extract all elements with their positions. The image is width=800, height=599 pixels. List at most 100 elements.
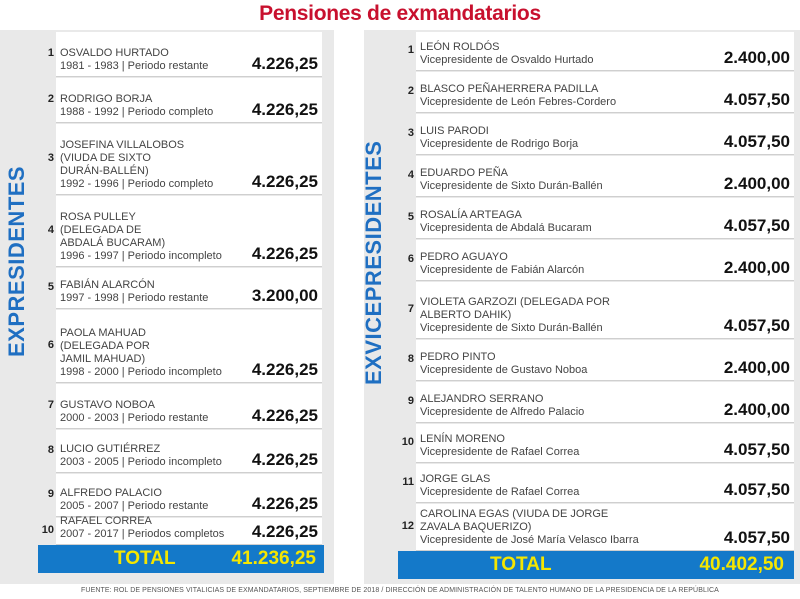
item-name: LUCIO GUTIÉRREZ	[60, 443, 161, 455]
list-item: 1 OSVALDO HURTADO 1981 - 1983 | Periodo re…	[0, 32, 334, 77]
list-item: 8 PEDRO PINTO Vicepresidente de Gustavo No…	[364, 340, 800, 381]
item-number: 3	[407, 127, 414, 139]
item-name: LENÍN MORENO	[420, 433, 505, 445]
item-detail: Vicepresidente de Sixto Durán-Ballén	[420, 322, 603, 334]
list-item: 10 LENÍN MORENO Vicepresidente de Rafael C…	[364, 424, 800, 463]
item-box: ALFREDO PALACIO 2005 - 2007 | Periodo res…	[56, 474, 322, 517]
list-item: 1 LEÓN ROLDÓS Vicepresidente de Osvaldo Hu…	[364, 32, 800, 71]
item-text: ALEJANDRO SERRANO Vicepresidente de Alfre…	[420, 393, 584, 419]
item-text: RAFAEL CORREA 2007 - 2017 | Periodos comp…	[60, 515, 224, 541]
item-box: JORGE GLAS Vicepresidente de Rafael Corre…	[416, 464, 794, 503]
item-number: 6	[47, 339, 54, 351]
item-detail: 2007 - 2017 | Periodos completos	[60, 528, 225, 540]
item-box: OSVALDO HURTADO 1981 - 1983 | Periodo res…	[56, 32, 322, 77]
item-detail: Vicepresidente de Rafael Correa	[420, 486, 580, 498]
item-amount: 4.226,25	[251, 172, 318, 191]
item-text: OSVALDO HURTADO 1981 - 1983 | Periodo res…	[60, 47, 208, 73]
list-item: 6 PAOLA MAHUAD (DELEGADA POR JAMIL MAHUAD…	[0, 310, 334, 383]
item-box: RAFAEL CORREA 2007 - 2017 | Periodos comp…	[56, 515, 322, 545]
item-number: 10	[401, 436, 414, 448]
list-item: 10 RAFAEL CORREA 2007 - 2017 | Periodos co…	[0, 515, 334, 545]
item-detail: Vicepresidente de Sixto Durán-Ballén	[420, 180, 603, 192]
item-box: CAROLINA EGAS (VIUDA DE JORGE ZAVALA BAQ…	[416, 504, 794, 551]
list-item: 4 EDUARDO PEÑA Vicepresidente de Sixto Dur…	[364, 156, 800, 197]
item-detail: 2005 - 2007 | Periodo restante	[60, 500, 209, 512]
list-item: 2 BLASCO PEÑAHERRERA PADILLA Vicepresident…	[364, 72, 800, 113]
item-name: PEDRO PINTO	[420, 351, 496, 363]
item-amount: 4.226,25	[251, 54, 318, 73]
item-name: VIOLETA GARZOZI (DELEGADA POR ALBERTO DA…	[420, 296, 610, 321]
item-amount: 2.400,00	[723, 48, 790, 67]
item-name: ROSALÍA ARTEAGA	[420, 209, 522, 221]
item-box: LUIS PARODI Vicepresidente de Rodrigo Bor…	[416, 114, 794, 155]
item-text: LEÓN ROLDÓS Vicepresidente de Osvaldo Hur…	[420, 41, 593, 67]
item-number: 5	[47, 281, 54, 293]
item-amount: 4.226,25	[251, 244, 318, 263]
item-text: JORGE GLAS Vicepresidente de Rafael Corre…	[420, 473, 579, 499]
item-amount: 4.226,25	[251, 522, 318, 541]
item-text: CAROLINA EGAS (VIUDA DE JORGE ZAVALA BAQ…	[420, 508, 639, 547]
list-item: 8 LUCIO GUTIÉRREZ 2003 - 2005 | Periodo in…	[0, 430, 334, 473]
item-box: RODRIGO BORJA 1988 - 1992 | Periodo compl…	[56, 78, 322, 123]
item-text: JOSEFINA VILLALOBOS (VIUDA DE SIXTO DURÁ…	[60, 139, 213, 191]
item-number: 12	[401, 520, 414, 532]
item-number: 7	[47, 399, 54, 411]
item-detail: 1998 - 2000 | Periodo incompleto	[60, 366, 222, 378]
list-item: 7 VIOLETA GARZOZI (DELEGADA POR ALBERTO D…	[364, 282, 800, 339]
item-name: BLASCO PEÑAHERRERA PADILLA	[420, 83, 599, 95]
item-number: 9	[407, 395, 414, 407]
item-name: LEÓN ROLDÓS	[420, 41, 500, 53]
item-detail: Vicepresidente de Fabián Alarcón	[420, 264, 585, 276]
item-number: 9	[47, 488, 54, 500]
item-box: LEÓN ROLDÓS Vicepresidente de Osvaldo Hur…	[416, 32, 794, 71]
item-name: RAFAEL CORREA	[60, 515, 152, 527]
list-item: 4 ROSA PULLEY (DELEGADA DE ABDALÁ BUCARAM…	[0, 196, 334, 267]
item-amount: 4.226,25	[251, 406, 318, 425]
item-number: 1	[47, 47, 54, 59]
item-detail: Vicepresidente de José María Velasco Iba…	[420, 534, 639, 546]
item-box: PEDRO PINTO Vicepresidente de Gustavo Nob…	[416, 340, 794, 381]
item-number: 3	[47, 152, 54, 164]
item-box: BLASCO PEÑAHERRERA PADILLA Vicepresidente…	[416, 72, 794, 113]
page-title: Pensiones de exmandatarios	[259, 2, 541, 25]
item-number: 4	[47, 224, 54, 236]
item-amount: 2.400,00	[723, 400, 790, 419]
item-name: PAOLA MAHUAD (DELEGADA POR JAMIL MAHUAD)	[60, 327, 150, 365]
exvicepresidentes-panel: 1 LEÓN ROLDÓS Vicepresidente de Osvaldo Hu…	[364, 30, 800, 584]
item-box: LENÍN MORENO Vicepresidente de Rafael Cor…	[416, 424, 794, 463]
item-box: PAOLA MAHUAD (DELEGADA POR JAMIL MAHUAD)…	[56, 310, 322, 383]
item-amount: 4.057,50	[723, 316, 790, 335]
item-amount: 3.200,00	[251, 286, 318, 305]
item-detail: Vicepresidente de León Febres-Cordero	[420, 96, 617, 108]
list-item: 3 LUIS PARODI Vicepresidente de Rodrigo Bo…	[364, 114, 800, 155]
item-name: OSVALDO HURTADO	[60, 47, 169, 59]
item-box: JOSEFINA VILLALOBOS (VIUDA DE SIXTO DURÁ…	[56, 124, 322, 195]
list-item: 9 ALFREDO PALACIO 2005 - 2007 | Periodo re…	[0, 474, 334, 517]
item-name: CAROLINA EGAS (VIUDA DE JORGE ZAVALA BAQ…	[420, 508, 609, 533]
item-box: ROSA PULLEY (DELEGADA DE ABDALÁ BUCARAM)…	[56, 196, 322, 267]
item-amount: 4.057,50	[723, 132, 790, 151]
item-text: FABIÁN ALARCÓN 1997 - 1998 | Periodo rest…	[60, 279, 208, 305]
item-amount: 4.226,25	[251, 494, 318, 513]
exvicepresidentes-side-label: EXVICEPRESIDENTES	[361, 140, 386, 385]
item-text: GUSTAVO NOBOA 2000 - 2003 | Periodo resta…	[60, 399, 208, 425]
item-number: 2	[407, 85, 414, 97]
total-label: TOTAL	[490, 554, 552, 575]
item-detail: Vicepresidente de Osvaldo Hurtado	[420, 54, 594, 66]
item-text: ROSA PULLEY (DELEGADA DE ABDALÁ BUCARAM)…	[60, 211, 222, 263]
item-box: GUSTAVO NOBOA 2000 - 2003 | Periodo resta…	[56, 384, 322, 429]
item-text: BLASCO PEÑAHERRERA PADILLA Vicepresidente…	[420, 83, 616, 109]
item-amount: 2.400,00	[723, 174, 790, 193]
item-text: LUCIO GUTIÉRREZ 2003 - 2005 | Periodo inc…	[60, 443, 222, 469]
item-detail: 1992 - 1996 | Periodo completo	[60, 178, 214, 190]
item-number: 4	[407, 169, 414, 181]
item-number: 10	[41, 524, 54, 536]
item-amount: 4.226,25	[251, 100, 318, 119]
item-name: GUSTAVO NOBOA	[60, 399, 155, 411]
source-note: FUENTE: ROL DE PENSIONES VITALICIAS DE E…	[81, 587, 719, 594]
item-text: VIOLETA GARZOZI (DELEGADA POR ALBERTO DA…	[420, 296, 610, 335]
list-item: 9 ALEJANDRO SERRANO Vicepresidente de Alfr…	[364, 382, 800, 423]
item-amount: 4.057,50	[723, 216, 790, 235]
item-detail: 1997 - 1998 | Periodo restante	[60, 292, 209, 304]
list-item: 3 JOSEFINA VILLALOBOS (VIUDA DE SIXTO DUR…	[0, 124, 334, 195]
